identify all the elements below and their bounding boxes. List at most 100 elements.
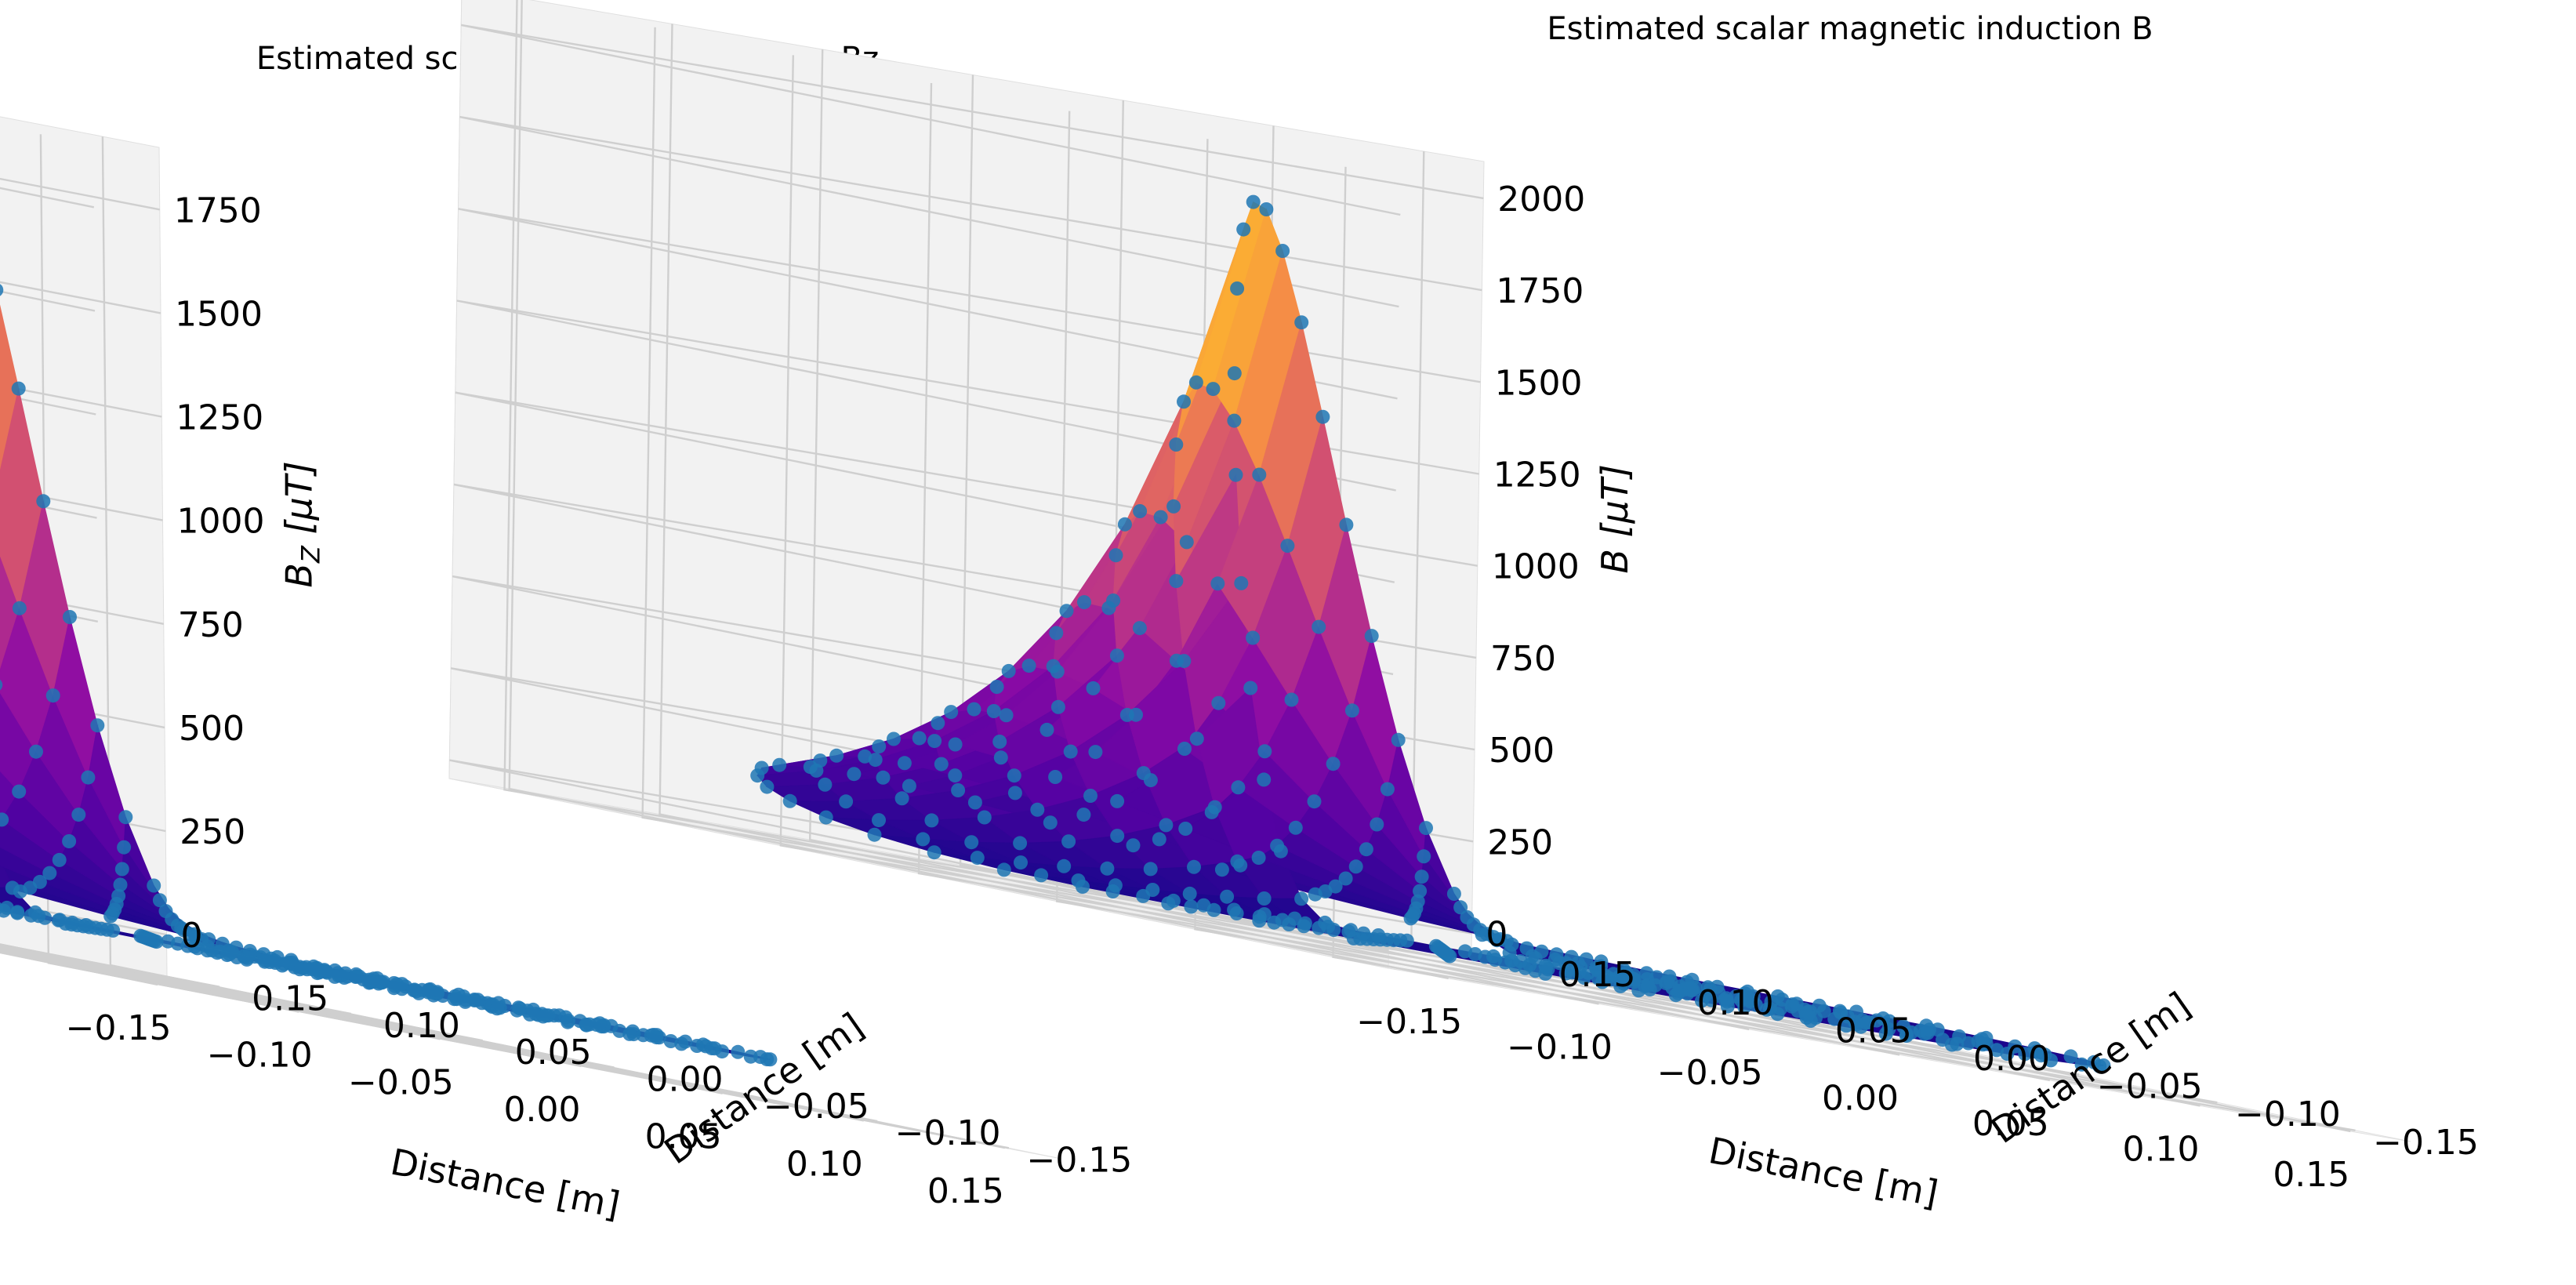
sample-marker xyxy=(1048,770,1063,784)
sample-marker xyxy=(1110,793,1125,808)
sample-marker xyxy=(818,777,833,792)
sample-marker xyxy=(649,1028,664,1043)
sample-marker xyxy=(1839,1018,1854,1033)
sample-marker xyxy=(1059,604,1074,619)
sample-marker xyxy=(1294,315,1309,330)
z-tick-label: 0 xyxy=(1486,915,1508,955)
sample-marker xyxy=(1257,744,1272,759)
sample-marker xyxy=(760,779,775,794)
sample-marker xyxy=(1639,966,1654,981)
sample-marker xyxy=(1538,966,1553,981)
sample-marker xyxy=(1710,979,1725,994)
x-tick-label: −0.15 xyxy=(66,1008,172,1048)
sample-marker xyxy=(1812,998,1827,1013)
sample-marker xyxy=(912,731,927,746)
sample-marker xyxy=(1876,1011,1891,1025)
y-tick-label: 0.10 xyxy=(1697,983,1774,1023)
sample-marker xyxy=(284,953,299,967)
sample-marker xyxy=(674,1036,689,1051)
sample-marker xyxy=(1169,574,1184,589)
sample-marker xyxy=(1088,745,1103,760)
sample-marker xyxy=(1312,619,1326,634)
sample-marker xyxy=(1143,862,1158,877)
sample-marker xyxy=(58,917,73,931)
surface-plot-b: Estimated scalar magnetic induction B −0… xyxy=(448,0,2479,1215)
sample-marker xyxy=(1184,899,1199,914)
sample-marker xyxy=(1259,202,1274,216)
sample-marker xyxy=(1534,944,1549,959)
x-tick-label: −0.10 xyxy=(207,1036,313,1076)
sample-marker xyxy=(1021,659,1036,673)
z-tick-label: 0 xyxy=(181,916,203,956)
sample-marker xyxy=(1061,834,1076,849)
sample-marker xyxy=(52,852,67,867)
z-tick-label: 1250 xyxy=(1493,456,1581,495)
sample-marker xyxy=(1280,539,1295,554)
sample-marker xyxy=(967,702,981,717)
y-tick-label: −0.15 xyxy=(2373,1123,2479,1163)
x-axis-label: Distance [m] xyxy=(387,1141,623,1227)
sample-marker xyxy=(1251,851,1266,865)
sample-marker xyxy=(829,748,844,763)
sample-marker xyxy=(256,947,271,962)
sample-marker xyxy=(1294,891,1309,906)
sample-marker xyxy=(1117,517,1132,532)
sample-marker xyxy=(490,1001,504,1016)
sample-marker xyxy=(996,862,1011,877)
sample-marker xyxy=(902,779,916,793)
sample-marker xyxy=(1007,786,1022,800)
sample-marker xyxy=(1206,902,1221,917)
sample-marker xyxy=(663,1034,678,1048)
sample-marker xyxy=(1234,575,1249,590)
sample-marker xyxy=(1315,409,1330,424)
sample-marker xyxy=(11,381,26,396)
y-tick-label: 0.00 xyxy=(647,1060,724,1100)
z-tick-label: 500 xyxy=(179,709,245,749)
sample-marker xyxy=(1049,626,1064,641)
sample-marker xyxy=(847,767,862,782)
sample-marker xyxy=(147,878,161,893)
sample-marker xyxy=(1339,517,1354,532)
sample-markers xyxy=(750,194,2111,1073)
sample-marker xyxy=(36,494,51,509)
sample-marker xyxy=(1391,732,1406,747)
sample-marker xyxy=(152,893,167,908)
sample-marker xyxy=(1166,499,1181,514)
sample-marker xyxy=(1001,663,1016,678)
sample-marker xyxy=(858,749,873,764)
sample-marker xyxy=(750,768,765,783)
sample-marker xyxy=(0,679,3,691)
sample-marker xyxy=(993,750,1008,765)
sample-marker xyxy=(1136,888,1151,903)
sample-marker xyxy=(2000,1047,2015,1061)
sample-marker xyxy=(1803,1014,1818,1028)
sample-marker xyxy=(868,753,883,768)
sample-marker xyxy=(1143,773,1158,788)
surface-plot-bz: Estimated scalar magnetic induction Bz −… xyxy=(0,41,1132,1227)
sample-marker xyxy=(970,851,985,866)
sample-marker xyxy=(1662,969,1677,984)
sample-marker xyxy=(1270,838,1285,853)
x-tick-label: 0.15 xyxy=(927,1171,1004,1211)
sample-marker xyxy=(1189,731,1204,746)
sample-marker xyxy=(1043,815,1058,830)
sample-marker xyxy=(1013,836,1028,851)
sample-marker xyxy=(1257,891,1272,906)
sample-marker xyxy=(1100,861,1115,876)
sample-marker xyxy=(927,734,942,749)
sample-marker xyxy=(451,987,466,1002)
sample-marker xyxy=(1442,949,1457,964)
sample-marker xyxy=(1231,780,1246,795)
sample-marker xyxy=(731,1044,746,1059)
sample-marker xyxy=(2087,1054,2102,1069)
sample-marker xyxy=(113,877,128,892)
sample-marker xyxy=(948,768,963,783)
x-tick-label: 0.05 xyxy=(645,1117,722,1157)
sample-marker xyxy=(1152,832,1166,847)
sample-marker xyxy=(1014,855,1028,870)
sample-marker xyxy=(1133,504,1148,518)
sample-marker xyxy=(12,601,27,615)
sample-marker xyxy=(2027,1041,2042,1056)
sample-marker xyxy=(90,718,105,733)
